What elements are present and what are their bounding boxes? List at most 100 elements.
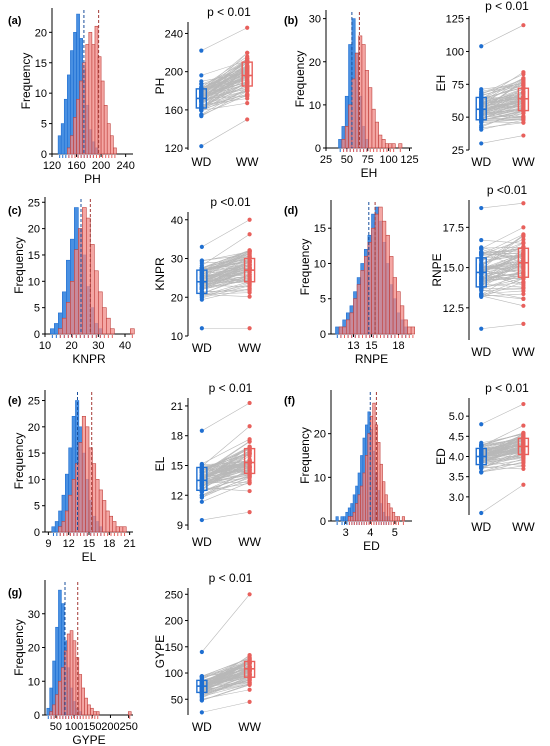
x-tick-label: 125 [400, 154, 418, 166]
histogram-bar-ww [341, 139, 346, 149]
y-tick-label: 18 [171, 431, 183, 443]
x-tick-label: 25 [320, 154, 332, 166]
y-tick-label: 20 [28, 422, 40, 434]
paired-line [201, 669, 250, 686]
y-tick-label: 10 [35, 88, 47, 100]
histogram-bar-ww [347, 516, 351, 522]
paired-line [201, 52, 248, 97]
y-tick-label: 5 [41, 119, 47, 131]
panel-label: (d) [284, 205, 298, 217]
paired-line [481, 83, 524, 92]
point-wd [199, 276, 204, 281]
x-tick-label: 150 [83, 721, 101, 733]
histogram-bar-wd [51, 526, 56, 533]
point-ww [245, 88, 250, 93]
histogram-bar-ww [394, 516, 398, 522]
point-ww [521, 111, 526, 116]
paired-line [201, 269, 250, 285]
point-ww [521, 241, 526, 246]
histogram-bar-wd [50, 328, 55, 335]
histogram-bar-ww [349, 312, 354, 335]
paired-line [481, 118, 524, 121]
histogram-bar-ww [103, 105, 108, 155]
point-wd [479, 112, 484, 117]
y-tick-label: 0 [34, 329, 40, 341]
paired-line [481, 71, 524, 100]
y-tick-label: 21 [171, 401, 183, 413]
point-wd [199, 244, 204, 249]
point-wd [199, 89, 204, 94]
paired-line [201, 683, 250, 695]
y-tick-label: 5.0 [449, 411, 464, 423]
point-ww [521, 115, 526, 121]
y-axis-label: Frequency [12, 433, 26, 490]
histogram-bar-ww [82, 207, 87, 335]
y-tick-label: 9 [177, 520, 183, 532]
paired-line [201, 289, 250, 293]
point-wd [479, 279, 484, 284]
y-tick-label: 5 [320, 294, 326, 306]
point-ww [245, 117, 250, 122]
paired-line [481, 323, 524, 330]
point-ww [521, 237, 526, 242]
paired-line [201, 95, 248, 110]
histogram-bar-ww [381, 139, 386, 149]
x-tick-label: 120 [43, 160, 61, 172]
point-wd [199, 499, 204, 504]
point-ww [521, 303, 526, 308]
histogram-bar-ww [374, 121, 379, 149]
histogram-bar-ww [384, 494, 388, 522]
x-category-label-ww: WW [238, 720, 261, 734]
paired-line [481, 235, 524, 270]
paired-line [481, 484, 524, 514]
point-wd [199, 73, 204, 78]
point-wd [479, 440, 484, 445]
paired-line [481, 440, 524, 453]
histogram-bar-ww [73, 117, 77, 155]
x-category-label-wd: WD [191, 155, 211, 169]
point-ww [247, 451, 252, 456]
paired-line [481, 202, 524, 209]
paired-line [481, 462, 524, 469]
histogram-bar-ww [350, 516, 354, 522]
paired-line [201, 260, 250, 288]
x-category-label-ww: WW [238, 341, 261, 355]
point-wd [199, 92, 204, 97]
point-ww [521, 201, 526, 206]
histogram-bar-ww [93, 711, 97, 716]
histogram-bar-wd [342, 516, 347, 522]
paired-line [201, 658, 250, 683]
paired-line [481, 264, 524, 283]
paired-line [201, 278, 250, 285]
paired-line [481, 135, 524, 144]
paired-line [201, 250, 250, 271]
x-tick-label: 5 [392, 527, 398, 539]
histogram-bar-ww [49, 711, 53, 716]
point-ww [247, 661, 252, 666]
paired-line [201, 467, 250, 498]
point-wd [199, 258, 204, 263]
paired-line [481, 77, 524, 100]
histogram-bar-ww [58, 680, 62, 716]
paired-line [481, 24, 524, 47]
paired-line [481, 84, 524, 101]
histogram-bar-ww [365, 455, 369, 522]
x-tick-label: 50 [341, 154, 353, 166]
paired-line [201, 679, 250, 696]
histogram-bar-wd [60, 123, 65, 155]
histogram-bar-ww [70, 135, 74, 155]
y-tick-label: 17.5 [443, 222, 464, 234]
point-ww [247, 252, 252, 257]
histogram-bar-ww [371, 108, 376, 149]
histogram-bar-ww [76, 98, 80, 155]
x-tick-label: 12 [63, 538, 75, 550]
histogram-bar-ww [88, 32, 93, 155]
paired-line [201, 663, 250, 678]
point-wd [479, 326, 484, 331]
paired-line [481, 100, 524, 110]
point-ww [521, 321, 526, 327]
x-category-label-ww: WW [512, 155, 535, 169]
paired-line [481, 288, 524, 292]
paired-line [201, 102, 248, 111]
